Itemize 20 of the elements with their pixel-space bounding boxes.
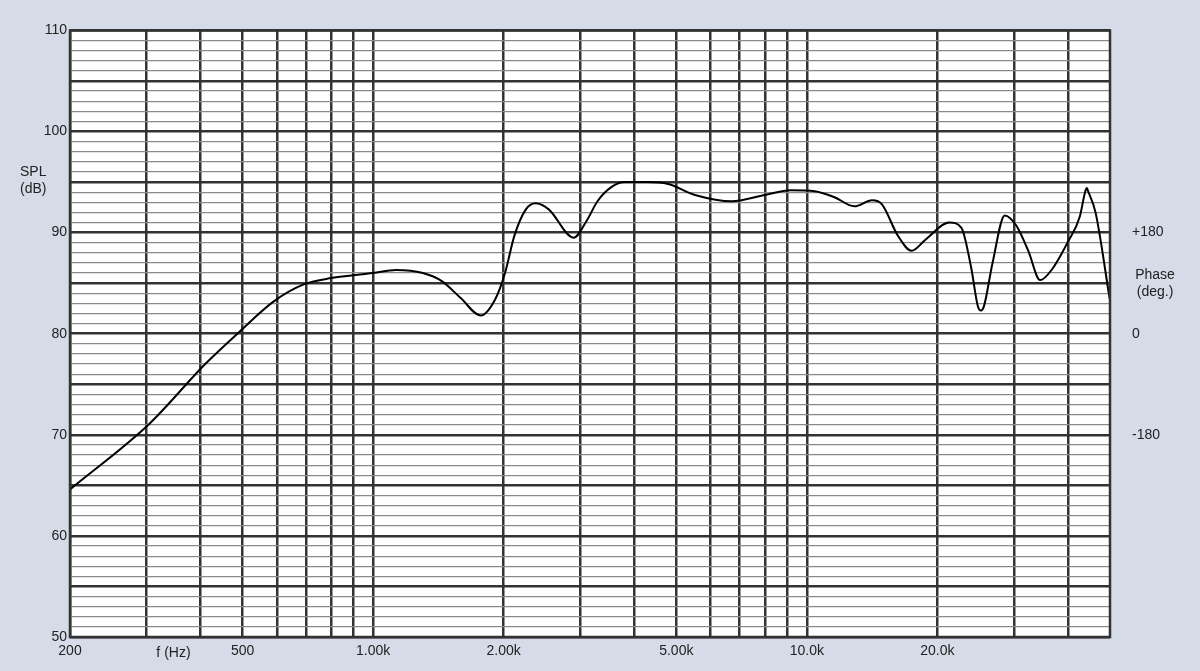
x-tick-label: 2.00k [486, 642, 522, 659]
y-tick-label: 80 [51, 324, 68, 341]
y-tick-label: 60 [51, 526, 68, 543]
x-tick-label: 200 [58, 642, 82, 659]
x-tick-label: 500 [230, 642, 255, 659]
x-axis-title: f (Hz) [156, 643, 191, 660]
y-tick-label: 100 [43, 122, 68, 139]
y-tick-label: 50 [51, 627, 68, 644]
y2-tick-label: +180 [1132, 223, 1164, 240]
x-tick-label: 10.0k [789, 642, 825, 659]
x-tick-label: 1.00k [356, 642, 392, 659]
y-tick-label: 90 [51, 223, 68, 240]
y2-axis-title: Phase (deg.) [1135, 266, 1176, 300]
x-tick-label: 5.00k [659, 642, 695, 659]
y2-tick-label: -180 [1132, 425, 1161, 442]
y2-tick-label: 0 [1132, 324, 1140, 341]
y-tick-label: 110 [44, 21, 68, 38]
y-axis-title: SPL (dB) [20, 162, 47, 196]
y-tick-label: 70 [51, 425, 68, 442]
x-tick-label: 20.0k [920, 642, 956, 659]
